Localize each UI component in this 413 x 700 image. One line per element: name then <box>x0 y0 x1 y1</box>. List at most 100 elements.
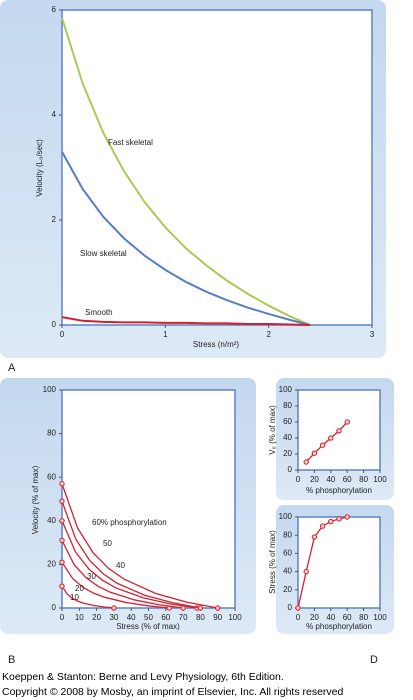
point-marker <box>59 559 65 565</box>
point-marker <box>59 583 65 589</box>
series-label: 50 <box>103 539 112 548</box>
y-axis-title: V₀ (% of max) <box>268 405 277 455</box>
point-marker <box>197 605 204 611</box>
x-tick-label: 3 <box>370 330 375 339</box>
y-tick-label: 20 <box>283 585 292 594</box>
y-tick-label: 4 <box>52 110 57 119</box>
point-marker <box>295 605 301 611</box>
x-tick-label: 80 <box>196 613 205 622</box>
x-tick-label: 30 <box>109 613 118 622</box>
series-line <box>61 500 201 609</box>
x-axis-title: % phosphorylation <box>306 486 372 495</box>
x-tick-label: 50 <box>144 613 153 622</box>
panel-label: B <box>8 654 15 666</box>
series-line <box>61 520 198 609</box>
y-axis-title: Velocity (L₀/sec) <box>35 139 44 197</box>
x-tick-label: 60 <box>343 475 352 484</box>
footer-line: Copyright © 2008 by Mosby, an imprint of… <box>2 686 344 698</box>
point-marker <box>328 435 334 441</box>
y-tick-label: 0 <box>288 603 293 612</box>
x-tick-label: 100 <box>373 613 387 622</box>
point-marker <box>303 568 309 575</box>
x-tick-label: 1 <box>163 330 168 339</box>
series-label: Slow skeletal <box>80 249 127 258</box>
point-marker <box>319 523 326 529</box>
y-tick-label: 80 <box>283 401 292 410</box>
x-tick-label: 20 <box>310 475 319 484</box>
x-tick-label: 80 <box>359 613 368 622</box>
series-label: Fast skeletal <box>108 138 153 147</box>
x-axis-title: Stress (n/m²) <box>193 340 240 349</box>
series-label: 40 <box>116 561 125 570</box>
y-tick-label: 80 <box>283 530 292 539</box>
y-tick-label: 60 <box>283 417 292 426</box>
point-marker <box>319 442 326 448</box>
x-tick-label: 60 <box>343 613 352 622</box>
panel-label: A <box>8 362 16 374</box>
footer-line: Koeppen & Stanton: Berne and Levy Physio… <box>2 671 284 683</box>
x-tick-label: 90 <box>213 613 222 622</box>
y-tick-label: 60 <box>283 549 292 558</box>
series-label: Smooth <box>85 308 113 317</box>
series-line <box>61 585 114 609</box>
series-label: 30 <box>87 572 96 581</box>
x-tick-label: 20 <box>310 613 319 622</box>
point-marker <box>59 537 65 544</box>
x-tick-label: 0 <box>296 613 301 622</box>
point-marker <box>111 605 117 611</box>
y-tick-label: 100 <box>279 385 293 394</box>
x-tick-label: 2 <box>266 330 271 339</box>
series-label: 10 <box>70 593 79 602</box>
point-marker <box>215 605 221 611</box>
x-tick-label: 40 <box>127 613 136 622</box>
point-marker <box>344 419 350 425</box>
x-tick-label: 0 <box>296 475 301 484</box>
point-marker <box>59 518 65 524</box>
x-tick-label: 100 <box>228 613 242 622</box>
point-marker <box>336 516 342 522</box>
y-tick-label: 0 <box>52 603 57 612</box>
x-tick-label: 20 <box>92 613 101 622</box>
point-marker <box>303 459 309 465</box>
plot-area <box>61 9 373 326</box>
point-marker <box>311 534 318 540</box>
x-tick-label: 60 <box>161 613 170 622</box>
series-line <box>61 540 184 609</box>
y-tick-label: 100 <box>279 512 293 521</box>
y-tick-label: 20 <box>47 560 56 569</box>
x-axis-title: Stress (% of max) <box>116 622 180 631</box>
x-tick-label: 10 <box>75 613 84 622</box>
point-marker <box>311 450 318 456</box>
y-tick-label: 80 <box>47 429 56 438</box>
y-tick-label: 0 <box>288 465 293 474</box>
point-marker <box>59 481 65 487</box>
x-tick-label: 0 <box>60 613 65 622</box>
series-line <box>61 316 311 326</box>
plot-area <box>297 516 381 609</box>
y-tick-label: 40 <box>47 516 56 525</box>
y-tick-label: 6 <box>52 5 57 14</box>
point-marker <box>336 428 342 434</box>
y-tick-label: 2 <box>52 215 57 224</box>
series-label: 60% phosphorylation <box>92 518 167 527</box>
x-tick-label: 100 <box>373 475 387 484</box>
series-label: 20 <box>75 584 84 593</box>
y-tick-label: 100 <box>43 385 57 394</box>
x-axis-title: % phosphorylation <box>306 622 372 631</box>
series-line <box>61 483 218 609</box>
y-tick-label: 40 <box>283 567 292 576</box>
y-axis-title: Velocity (% of max) <box>31 465 40 534</box>
x-tick-label: 0 <box>60 330 65 339</box>
series-line <box>61 561 170 609</box>
x-tick-label: 80 <box>359 475 368 484</box>
point-marker <box>344 514 350 520</box>
y-tick-label: 60 <box>47 472 56 481</box>
x-tick-label: 40 <box>326 475 335 484</box>
panel-label: D <box>370 654 378 666</box>
x-tick-label: 70 <box>179 613 188 622</box>
y-tick-label: 40 <box>283 433 292 442</box>
x-tick-label: 40 <box>326 613 335 622</box>
series-line <box>61 151 311 326</box>
y-tick-label: 0 <box>52 320 57 329</box>
